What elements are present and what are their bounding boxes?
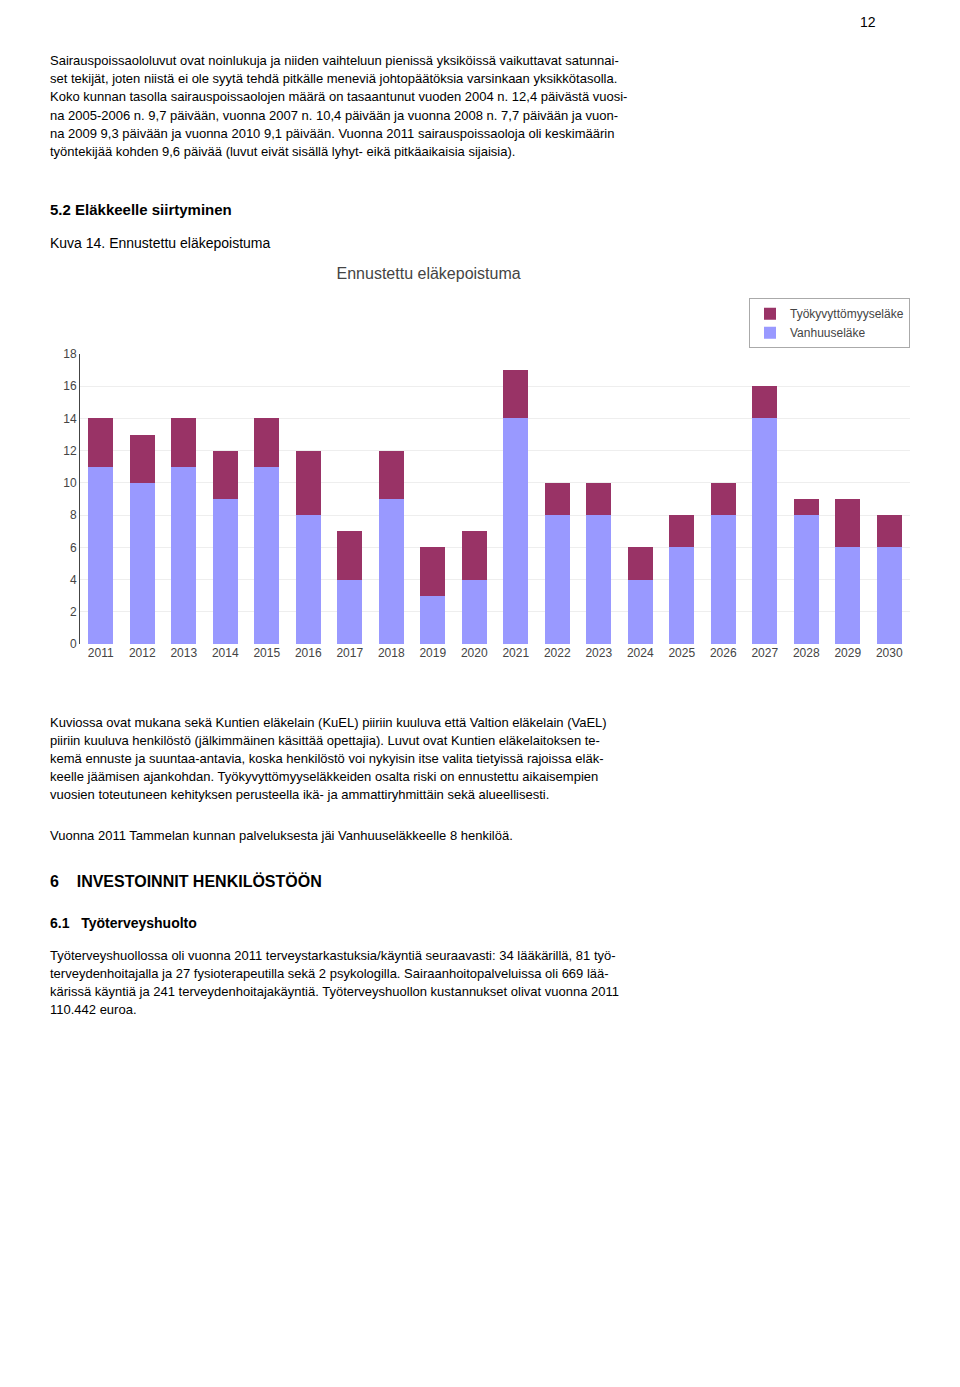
svg-text:2017: 2017 xyxy=(336,646,363,660)
svg-text:2023: 2023 xyxy=(585,646,612,660)
html-text:Vuonna 2011 Tammelan kunnan pa: Vuonna 2011 Tammelan kunnan palveluksest… xyxy=(50,827,513,843)
svg-text:2020: 2020 xyxy=(461,646,488,660)
svg-text:16: 16 xyxy=(63,379,77,393)
html-text:Sairauspoissaololuvut ovat noi: Sairauspoissaololuvut ovat noinlukuja ja… xyxy=(50,53,628,159)
svg-text:Ennustettu eläkepoistuma: Ennustettu eläkepoistuma xyxy=(337,264,521,281)
svg-text:2024: 2024 xyxy=(627,646,654,660)
svg-text:2022: 2022 xyxy=(544,646,571,660)
svg-text:2030: 2030 xyxy=(876,646,903,660)
html-text:5.2 Eläkkeelle siirtyminen: 5.2 Eläkkeelle siirtyminen xyxy=(50,201,232,219)
svg-text:2011: 2011 xyxy=(88,646,114,660)
svg-text:0: 0 xyxy=(70,637,77,651)
svg-text:2: 2 xyxy=(70,605,77,619)
html-text:Työterveyshuollossa oli vuonna: Työterveyshuollossa oli vuonna 2011 terv… xyxy=(50,947,619,1018)
svg-text:2029: 2029 xyxy=(834,646,861,660)
svg-text:2021: 2021 xyxy=(502,646,529,660)
svg-text:2028: 2028 xyxy=(793,646,820,660)
svg-text:2026: 2026 xyxy=(710,646,737,660)
html-text:6.1 Työterveyshuolto: 6.1 Työterveyshuolto xyxy=(50,914,197,931)
svg-text:14: 14 xyxy=(63,411,77,425)
svg-text:6: 6 xyxy=(70,540,77,554)
svg-text:2014: 2014 xyxy=(212,646,239,660)
svg-text:4: 4 xyxy=(70,572,77,586)
svg-text:12: 12 xyxy=(63,444,77,458)
svg-text:2012: 2012 xyxy=(129,646,156,660)
svg-text:2019: 2019 xyxy=(419,646,446,660)
svg-text:Työkyvyttömyyseläke: Työkyvyttömyyseläke xyxy=(790,307,904,321)
html-text:Kuviossa ovat mukana sekä Kunt: Kuviossa ovat mukana sekä Kuntien eläkel… xyxy=(50,714,607,803)
html-text:Kuva 14. Ennustettu eläkepoist: Kuva 14. Ennustettu eläkepoistuma xyxy=(50,235,271,252)
svg-text:2027: 2027 xyxy=(751,646,778,660)
svg-text:2013: 2013 xyxy=(170,646,197,660)
html-text:12: 12 xyxy=(860,14,876,30)
svg-text:18: 18 xyxy=(63,347,77,361)
svg-text:8: 8 xyxy=(70,508,77,522)
svg-text:2025: 2025 xyxy=(668,646,695,660)
svg-text:2015: 2015 xyxy=(253,646,280,660)
html-text:6 INVESTOINNIT HENKILÖSTÖÖN: 6 INVESTOINNIT HENKILÖSTÖÖN xyxy=(50,872,322,890)
svg-text:2018: 2018 xyxy=(378,646,405,660)
svg-text:2016: 2016 xyxy=(295,646,322,660)
svg-text:10: 10 xyxy=(63,476,77,490)
svg-text:Vanhuuseläke: Vanhuuseläke xyxy=(790,326,865,340)
